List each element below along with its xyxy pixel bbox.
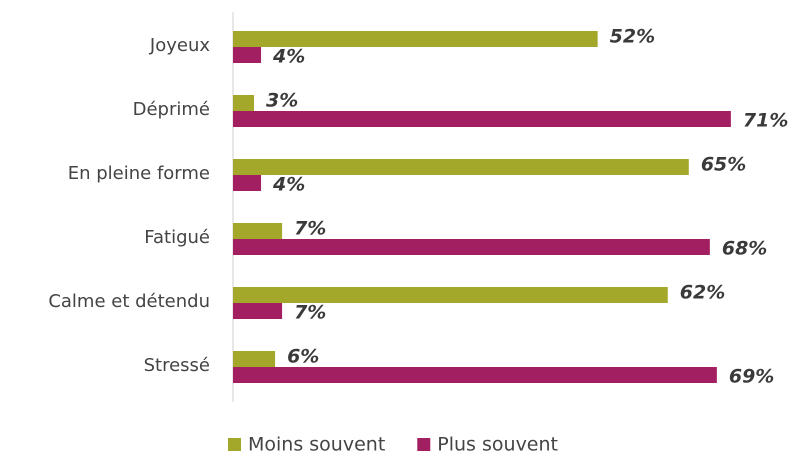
value-label: 68% bbox=[722, 238, 767, 260]
bar bbox=[233, 31, 598, 47]
value-label: 71% bbox=[743, 110, 788, 132]
bar bbox=[233, 287, 668, 303]
legend-label: Plus souvent bbox=[437, 434, 558, 456]
value-label: 3% bbox=[266, 90, 298, 112]
value-label: 6% bbox=[287, 346, 319, 368]
legend-swatch bbox=[417, 438, 431, 451]
legend-swatch bbox=[228, 438, 241, 451]
value-label: 52% bbox=[610, 26, 655, 48]
category-label: Calme et détendu bbox=[48, 291, 210, 312]
legend-label: Moins souvent bbox=[248, 434, 385, 456]
category-label: Stressé bbox=[144, 355, 210, 376]
value-label: 62% bbox=[680, 282, 725, 304]
category-label: Déprimé bbox=[133, 99, 210, 120]
bar bbox=[233, 367, 717, 383]
bar bbox=[233, 303, 283, 319]
category-label: Fatigué bbox=[144, 227, 210, 248]
value-label: 69% bbox=[729, 366, 774, 388]
bar bbox=[233, 223, 283, 239]
bar bbox=[233, 111, 731, 127]
bar bbox=[233, 159, 689, 175]
category-label: En pleine forme bbox=[68, 163, 210, 184]
value-label: 4% bbox=[272, 174, 305, 196]
bar bbox=[233, 351, 276, 367]
bar bbox=[233, 47, 262, 63]
value-label: 7% bbox=[294, 302, 326, 324]
value-label: 7% bbox=[294, 218, 326, 240]
bar bbox=[233, 175, 262, 191]
category-label: Joyeux bbox=[149, 35, 210, 56]
value-label: 4% bbox=[272, 46, 305, 68]
value-label: 65% bbox=[701, 154, 746, 176]
bar bbox=[233, 239, 710, 255]
bar bbox=[233, 95, 255, 111]
